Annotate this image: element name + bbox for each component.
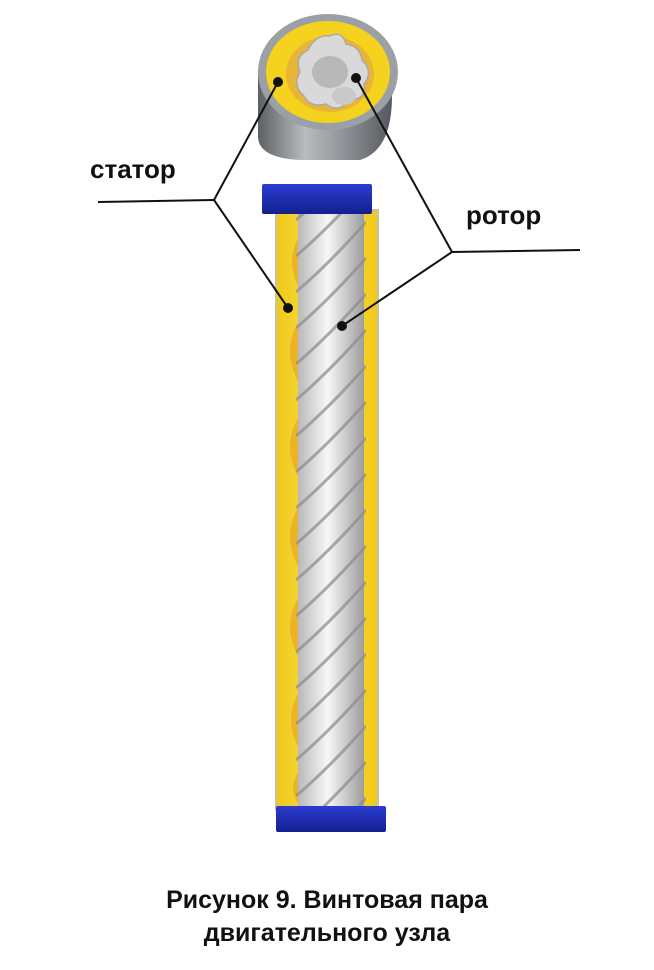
rotor-helix-groove	[296, 509, 366, 582]
stator-pointer-dot-body	[283, 303, 293, 313]
stator-leader-lines	[97, 81, 289, 309]
caption-line-1: Рисунок 9. Винтовая пара	[166, 886, 488, 914]
rotor-helix-groove	[320, 761, 366, 808]
cross-section-rotor-core	[312, 56, 348, 88]
rotor-leader-lines	[341, 77, 581, 327]
bottom-end-cap	[276, 806, 386, 832]
rotor-helix-groove	[296, 221, 366, 294]
figure-caption: Рисунок 9. Винтовая пара двигательного у…	[0, 884, 654, 950]
rotor-helix-groove	[296, 473, 366, 546]
cross-section-rotor-lobe	[332, 87, 356, 105]
rotor-helix-groove	[296, 581, 366, 654]
rotor-pointer-dot-body	[337, 321, 347, 331]
rotor-helix-groove	[296, 293, 366, 366]
rotor-helix-groove	[296, 257, 366, 330]
stator-pointer-dot-top	[273, 77, 283, 87]
rotor-helix-groove	[296, 365, 366, 438]
rotor-helix-grooves	[296, 212, 366, 808]
rotor-label: ротор	[466, 200, 542, 230]
rotor-pointer-dot-top	[351, 73, 361, 83]
rotor-helix-groove	[296, 725, 366, 798]
rotor-helix-groove	[296, 545, 366, 618]
cross-section-view	[258, 14, 398, 160]
rotor-helix-groove	[296, 212, 345, 258]
rotor-helix-groove	[355, 797, 366, 808]
rotor-helix-groove	[296, 653, 366, 726]
rotor-helix-groove	[296, 329, 366, 402]
top-end-cap	[262, 184, 372, 214]
rotor-helix-groove	[296, 401, 366, 474]
rotor-helix-groove	[296, 437, 366, 510]
longitudinal-view	[262, 184, 386, 832]
caption-line-2: двигательного узла	[203, 919, 451, 947]
rotor-helix-groove	[296, 689, 366, 762]
rotor-helix-groove	[296, 617, 366, 690]
stator-label: статор	[90, 154, 176, 184]
